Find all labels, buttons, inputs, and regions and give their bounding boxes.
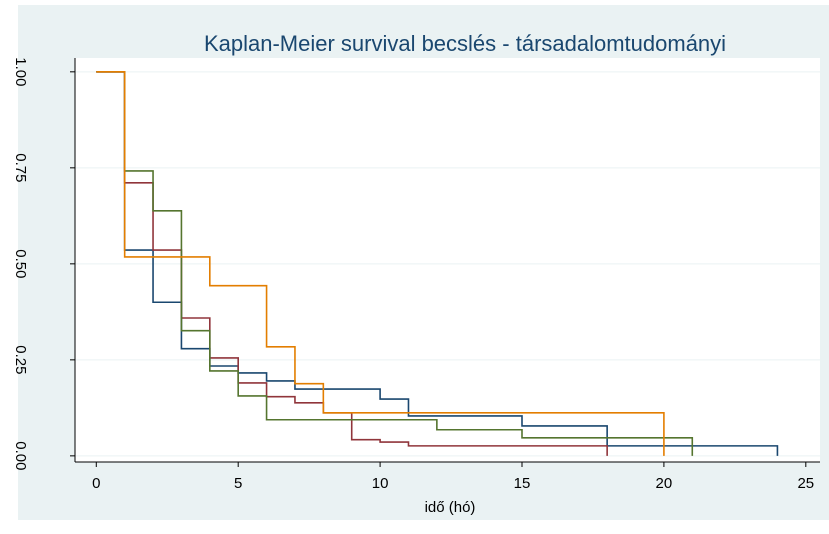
x-tick-label: 25 bbox=[797, 475, 814, 492]
x-tick-label: 15 bbox=[514, 475, 531, 492]
survival-line bbox=[96, 71, 665, 456]
y-tick-label: 0.75 bbox=[12, 153, 29, 182]
survival-line bbox=[96, 71, 779, 456]
chart-title: Kaplan-Meier survival becslés - társadal… bbox=[204, 31, 726, 56]
x-tick-label: 20 bbox=[656, 475, 673, 492]
survival-line bbox=[96, 71, 694, 456]
y-tick-label: 0.50 bbox=[12, 249, 29, 278]
y-tick-label: 0.25 bbox=[12, 345, 29, 374]
x-tick-label: 5 bbox=[234, 475, 242, 492]
x-tick-label: 10 bbox=[372, 475, 389, 492]
y-tick-label: 0.00 bbox=[12, 441, 29, 470]
plot-area bbox=[75, 58, 820, 462]
x-axis-label: idő (hó) bbox=[425, 499, 476, 516]
x-tick-label: 0 bbox=[92, 475, 100, 492]
y-tick-label: 1.00 bbox=[12, 57, 29, 86]
